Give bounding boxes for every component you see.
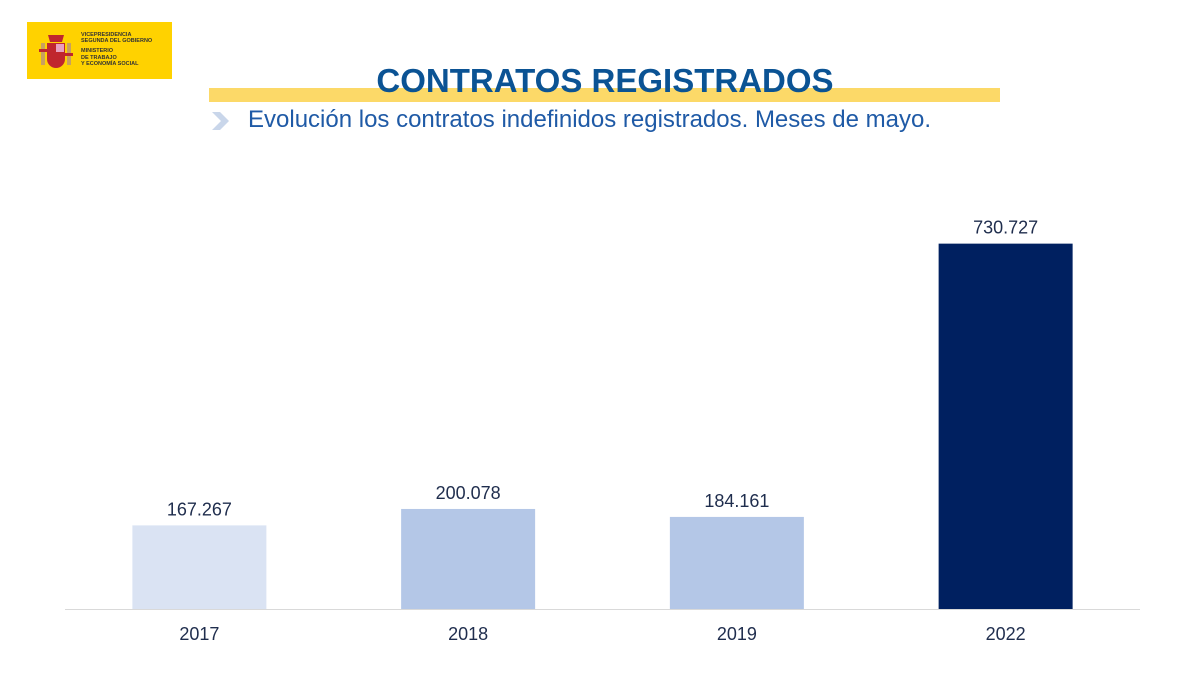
x-tick-label: 2017 [179, 624, 219, 644]
logo-text: MINISTERIO [81, 48, 114, 55]
logo-text: DE TRABAJO [81, 54, 117, 61]
x-tick-label: 2018 [448, 624, 488, 644]
coat-of-arms-icon [39, 35, 73, 68]
bar-2022 [938, 243, 1073, 609]
data-label: 184.161 [704, 491, 769, 511]
x-tick-label: 2019 [717, 624, 757, 644]
data-label: 730.727 [973, 218, 1038, 238]
bar-2018 [401, 508, 536, 609]
bar-2019 [669, 516, 804, 609]
chevron-right-icon [212, 112, 229, 130]
data-label: 167.267 [167, 499, 232, 519]
chart-subtitle: Evolución los contratos indefinidos regi… [248, 106, 932, 133]
logo-text: VICEPRESIDENCIA [81, 32, 132, 38]
logo-text: SEGUNDA DEL GOBIERNO [81, 38, 153, 45]
ministry-logo: VICEPRESIDENCIA SEGUNDA DEL GOBIERNO MIN… [27, 22, 172, 79]
title-underline [209, 88, 1000, 102]
x-tick-label: 2022 [986, 624, 1026, 644]
page-title: CONTRATOS REGISTRADOS [376, 62, 834, 99]
bar-2017 [132, 525, 267, 609]
data-label: 200.078 [436, 483, 501, 503]
logo-text: Y ECONOMÍA SOCIAL [81, 60, 139, 67]
